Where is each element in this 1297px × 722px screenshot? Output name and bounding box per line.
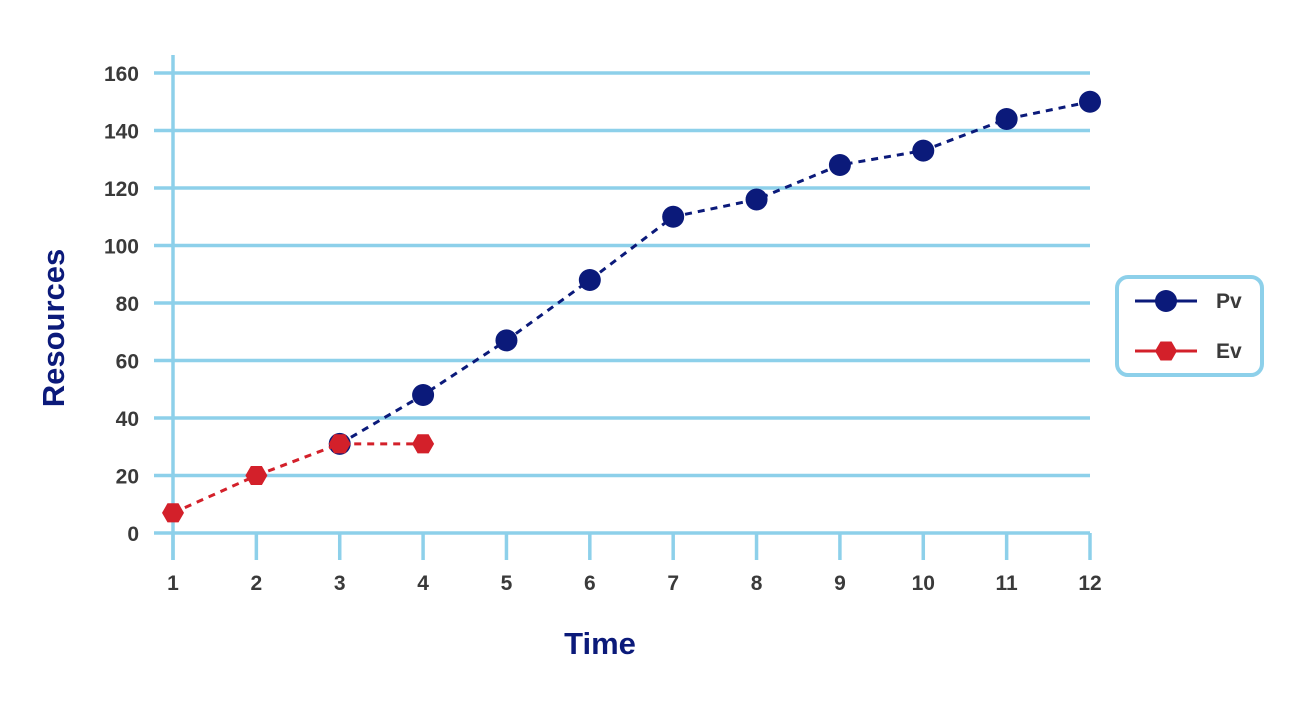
point-ev-3	[328, 434, 351, 454]
grid-lines	[154, 71, 1090, 535]
x-tick-label-10: 10	[912, 572, 935, 595]
legend-marker-ev	[1155, 341, 1177, 361]
series-layer	[162, 90, 1101, 523]
point-pv-5	[495, 329, 518, 352]
y-tick-label-100: 100	[104, 236, 139, 259]
y-tick-label-20: 20	[116, 466, 139, 489]
y-tick-label-120: 120	[104, 178, 139, 201]
x-tick-label-12: 12	[1078, 572, 1101, 595]
x-tick-label-9: 9	[834, 572, 846, 595]
x-tick-label-4: 4	[417, 572, 429, 595]
legend: Pv Ev	[1115, 275, 1264, 377]
y-tick-label-140: 140	[104, 121, 139, 144]
legend-label-pv: Pv	[1216, 290, 1242, 313]
point-pv-9	[828, 154, 851, 176]
x-tick-label-2: 2	[251, 572, 263, 595]
y-axis: 0 20 40 60 80 100 120 140 160	[104, 55, 175, 560]
y-tick-label-80: 80	[116, 293, 139, 316]
y-tick-label-0: 0	[127, 523, 139, 546]
y-axis-title: Resources	[36, 249, 71, 408]
legend-item-pv: Pv	[1135, 290, 1242, 313]
series-line-ev	[172, 442, 424, 515]
legend-item-ev: Ev	[1135, 340, 1242, 363]
x-axis-title: Time	[564, 626, 636, 661]
point-pv-10	[912, 139, 935, 162]
point-ev-2	[245, 466, 268, 485]
point-pv-6	[578, 269, 601, 291]
point-pv-4	[412, 384, 435, 406]
point-pv-8	[745, 188, 768, 211]
legend-marker-pv	[1155, 290, 1177, 312]
x-tick-label-1: 1	[167, 572, 179, 595]
point-ev-4	[412, 434, 435, 454]
series-line-pv	[338, 100, 1091, 446]
x-tick-label-5: 5	[501, 572, 513, 595]
x-tick-label-3: 3	[334, 572, 346, 595]
x-tick-label-6: 6	[584, 572, 596, 595]
point-pv-7	[662, 205, 685, 228]
x-tick-label-11: 11	[996, 572, 1019, 595]
x-axis: 1 2 3 4 5 6 7 8 9 10 11 12	[167, 533, 1102, 595]
legend-label-ev: Ev	[1216, 340, 1242, 363]
point-pv-12	[1079, 90, 1101, 113]
y-tick-label-60: 60	[116, 351, 139, 374]
y-tick-label-40: 40	[116, 408, 139, 431]
point-ev-1	[162, 503, 184, 523]
y-tick-label-160: 160	[104, 63, 139, 86]
x-tick-label-7: 7	[667, 572, 679, 595]
x-tick-label-8: 8	[751, 572, 763, 595]
point-pv-11	[995, 108, 1018, 130]
